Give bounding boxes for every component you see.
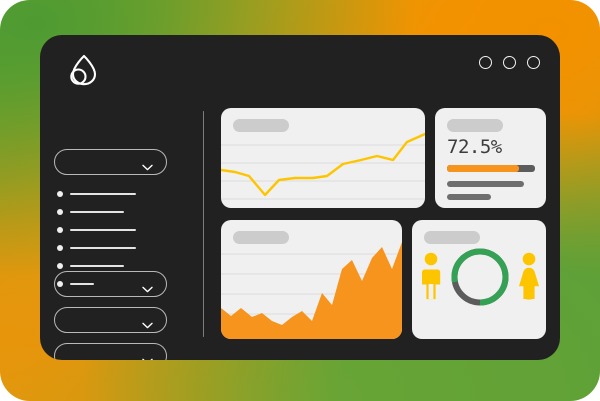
sidebar-divider xyxy=(203,111,205,337)
window-control-minimize[interactable] xyxy=(479,56,492,69)
progress-bar[interactable] xyxy=(447,165,535,172)
title-bar xyxy=(40,35,560,97)
sidebar-item-label xyxy=(70,193,136,195)
sidebar-item-2[interactable] xyxy=(57,206,177,218)
bullet-icon xyxy=(57,227,63,233)
sidebar-item-label xyxy=(70,211,124,213)
app-window: 72.5% xyxy=(40,35,560,360)
stat-value: 72.5% xyxy=(447,136,502,158)
sidebar-dropdown-secondary-2[interactable] xyxy=(54,307,167,333)
stat-skeleton-line-2 xyxy=(447,194,491,200)
sidebar xyxy=(54,111,182,360)
sidebar-item-1[interactable] xyxy=(57,188,177,200)
card-title-placeholder xyxy=(424,231,480,244)
window-controls xyxy=(479,56,540,69)
sidebar-dropdown-secondary-3[interactable] xyxy=(54,343,167,360)
male-figure-icon xyxy=(420,252,442,300)
chevron-down-icon xyxy=(142,352,153,360)
chevron-down-icon xyxy=(142,280,153,293)
area-chart-card[interactable] xyxy=(221,220,402,339)
bullet-icon xyxy=(57,245,63,251)
chevron-down-icon xyxy=(142,158,153,171)
bullet-icon xyxy=(57,209,63,215)
sidebar-item-label xyxy=(70,265,124,267)
card-title-placeholder xyxy=(233,231,289,244)
sidebar-item-3[interactable] xyxy=(57,224,177,236)
donut-chart-card[interactable] xyxy=(412,220,546,339)
card-title-placeholder xyxy=(447,119,503,132)
sidebar-item-label xyxy=(70,229,136,231)
card-title-placeholder xyxy=(233,119,289,132)
sidebar-item-4[interactable] xyxy=(57,242,177,254)
sidebar-dropdown-primary[interactable] xyxy=(54,149,167,175)
sidebar-item-label xyxy=(70,283,94,285)
sidebar-dropdown-secondary-1[interactable] xyxy=(54,271,167,297)
progress-bar-fill xyxy=(447,165,520,172)
chevron-down-icon xyxy=(142,316,153,329)
donut-chart xyxy=(449,246,511,308)
bullet-icon xyxy=(57,191,63,197)
line-chart-svg xyxy=(221,132,425,200)
sidebar-item-5[interactable] xyxy=(57,260,177,272)
stat-skeleton-line-1 xyxy=(447,181,524,187)
window-control-maximize[interactable] xyxy=(503,56,516,69)
stat-card[interactable]: 72.5% xyxy=(435,108,546,208)
leaf-droplet-icon xyxy=(62,49,102,89)
window-control-close[interactable] xyxy=(527,56,540,69)
bullet-icon xyxy=(57,263,63,269)
female-figure-icon xyxy=(518,252,540,300)
sidebar-item-label xyxy=(70,247,136,249)
line-chart-card[interactable] xyxy=(221,108,425,208)
area-chart-svg xyxy=(221,242,402,339)
